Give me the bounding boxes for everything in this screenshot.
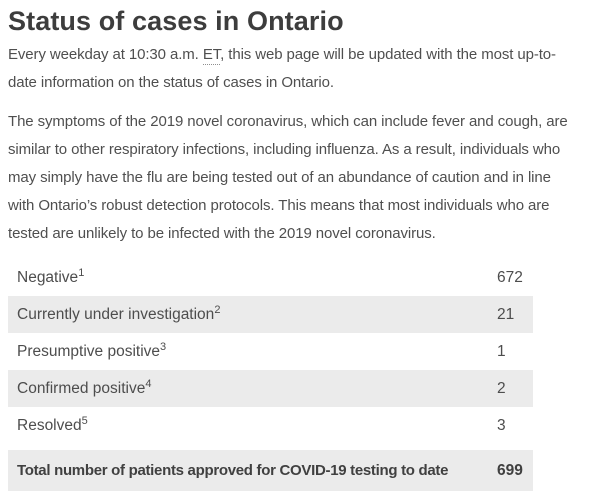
footnote-reference: 1: [78, 266, 85, 279]
symptoms-line-5: tested are unlikely to be infected with …: [8, 225, 436, 242]
row-label-text: Negative: [17, 268, 79, 286]
intro-line-1: Every weekday at 10:30 a.m. ET, this web…: [8, 41, 616, 69]
status-table: Negative1 672 Currently under investigat…: [8, 259, 533, 491]
row-label: Presumptive positive3: [8, 340, 497, 361]
symptoms-line-4: with Ontario’s robust detection protocol…: [8, 197, 550, 214]
table-row-presumptive-positive: Presumptive positive3 1: [8, 333, 533, 370]
symptoms-line-1: The symptoms of the 2019 novel coronavir…: [8, 113, 568, 130]
table-row-negative: Negative1 672: [8, 259, 533, 296]
row-label-text: Resolved: [17, 416, 82, 434]
table-row-total: Total number of patients approved for CO…: [8, 450, 533, 491]
total-row-value: 699: [497, 461, 523, 479]
row-value: 1: [497, 342, 506, 360]
table-row-under-investigation: Currently under investigation2 21: [8, 296, 533, 333]
symptoms-line-2: similar to other respiratory infections,…: [8, 141, 561, 158]
footnote-reference: 3: [160, 340, 167, 353]
row-label-text: Currently under investigation: [17, 305, 215, 323]
table-row-resolved: Resolved5 3: [8, 407, 533, 444]
footnote-reference: 2: [214, 303, 221, 316]
et-abbreviation[interactable]: ET: [202, 46, 221, 65]
intro-line-2: date information on the status of cases …: [8, 74, 334, 91]
row-label-text: Confirmed positive: [17, 379, 146, 397]
row-value: 21: [497, 305, 515, 323]
page-title: Status of cases in Ontario: [8, 6, 344, 36]
total-row-label: Total number of patients approved for CO…: [17, 462, 449, 479]
row-value: 672: [497, 268, 523, 286]
row-value: 3: [497, 416, 506, 434]
footnote-reference: 5: [81, 414, 88, 427]
row-label-text: Presumptive positive: [17, 342, 161, 360]
intro-text-after-abbr: , this web page will be updated with the…: [220, 46, 556, 63]
table-row-confirmed-positive: Confirmed positive4 2: [8, 370, 533, 407]
intro-text-before-abbr: Every weekday at 10:30 a.m.: [8, 46, 203, 63]
symptoms-paragraph: The symptoms of the 2019 novel coronavir…: [8, 108, 616, 248]
row-label: Confirmed positive4: [8, 377, 497, 398]
symptoms-line-3: may simply have the flu are being tested…: [8, 169, 551, 186]
row-label: Currently under investigation2: [8, 303, 497, 324]
footnote-reference: 4: [145, 377, 152, 390]
row-value: 2: [497, 379, 506, 397]
row-label: Negative1: [8, 266, 497, 287]
row-label: Resolved5: [8, 414, 497, 435]
intro-paragraph: Every weekday at 10:30 a.m. ET, this web…: [8, 41, 616, 97]
